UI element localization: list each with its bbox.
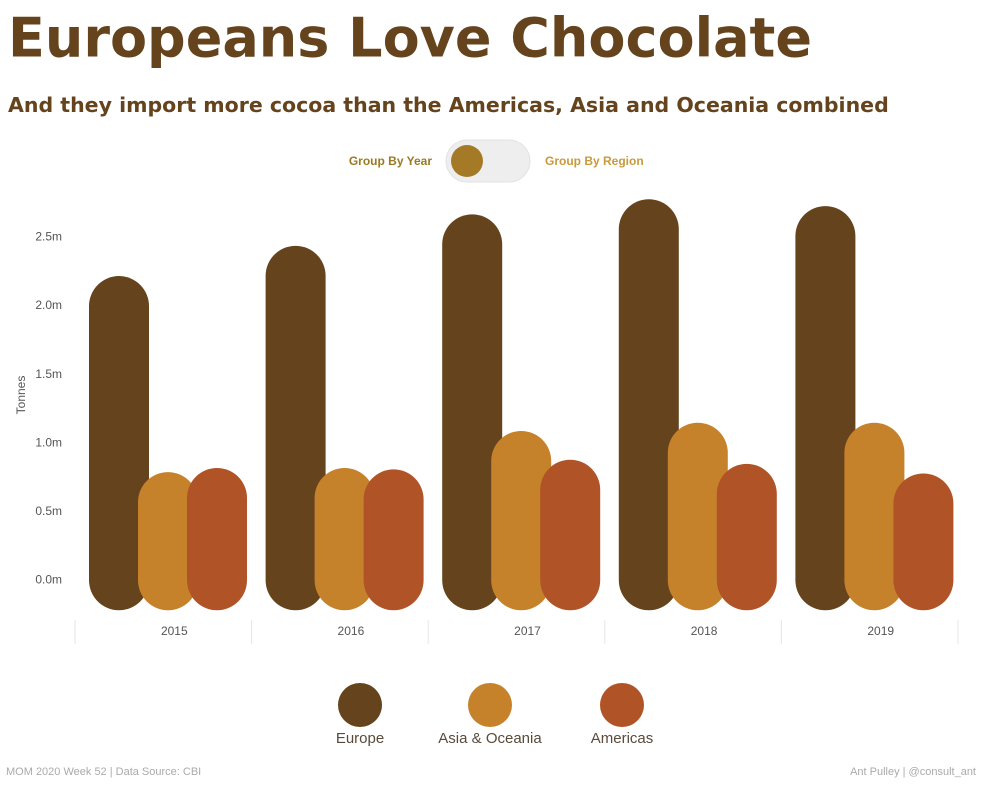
bar	[667, 422, 728, 611]
y-tick-label: 2.5m	[35, 230, 62, 244]
legend-swatch	[338, 683, 382, 727]
title: Europeans Love Chocolate	[8, 7, 812, 70]
legend-swatch	[600, 683, 644, 727]
x-tick-label: 2015	[161, 624, 188, 638]
x-tick-label: 2018	[691, 624, 718, 638]
y-tick-label: 2.0m	[35, 298, 62, 312]
y-tick-label: 0.5m	[35, 504, 62, 518]
bar	[314, 467, 375, 611]
legend-swatch	[468, 683, 512, 727]
y-tick-label: 1.5m	[35, 367, 62, 381]
bar	[618, 199, 679, 611]
bar	[844, 422, 905, 611]
bar	[795, 206, 856, 611]
x-tick-label: 2017	[514, 624, 541, 638]
y-tick-label: 1.0m	[35, 435, 62, 449]
legend-label: Americas	[591, 730, 654, 747]
legend-label: Europe	[336, 730, 384, 747]
y-axis-label: Tonnes	[14, 376, 28, 415]
toggle-knob[interactable]	[451, 145, 483, 177]
bar	[540, 459, 601, 611]
x-tick-label: 2016	[338, 624, 365, 638]
bar	[89, 276, 149, 611]
bar	[265, 245, 326, 611]
footer-left: MOM 2020 Week 52 | Data Source: CBI	[6, 766, 201, 778]
bar	[893, 473, 954, 611]
toggle-label-right[interactable]: Group By Region	[545, 154, 644, 168]
y-tick-label: 0.0m	[35, 572, 62, 586]
toggle-label-left[interactable]: Group By Year	[349, 154, 432, 168]
legend-label: Asia & Oceania	[438, 730, 542, 747]
subtitle: And they import more cocoa than the Amer…	[8, 93, 889, 117]
bar	[442, 214, 503, 611]
bar	[716, 463, 777, 611]
x-tick-label: 2019	[867, 624, 894, 638]
footer-right: Ant Pulley | @consult_ant	[850, 766, 976, 778]
bar	[363, 469, 424, 611]
bar	[187, 467, 247, 611]
bar	[491, 430, 552, 611]
bar	[138, 472, 198, 611]
